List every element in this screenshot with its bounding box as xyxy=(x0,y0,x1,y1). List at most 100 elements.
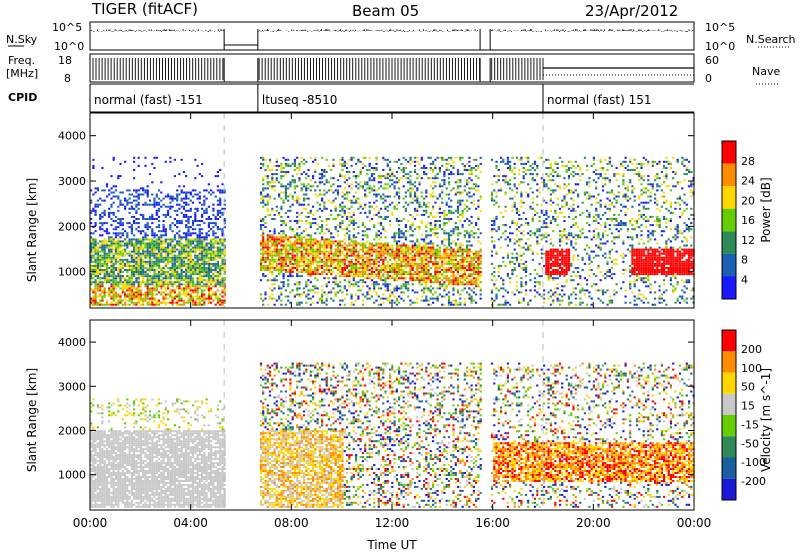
heatmap-cell xyxy=(176,193,179,196)
heatmap-cell xyxy=(345,254,349,257)
heatmap-cell xyxy=(359,289,362,292)
heatmap-cell xyxy=(133,264,136,267)
heatmap-cell xyxy=(305,269,308,271)
freq-tick-bottom: 8 xyxy=(64,72,71,85)
heatmap-cell xyxy=(92,267,95,269)
heatmap-cell xyxy=(441,201,444,204)
heatmap-cell xyxy=(268,260,272,263)
heatmap-cell xyxy=(461,256,464,259)
heatmap-cell xyxy=(402,283,405,286)
heatmap-cell xyxy=(128,277,131,280)
heatmap-cell xyxy=(96,301,99,304)
heatmap-cell xyxy=(171,240,174,243)
heatmap-cell xyxy=(198,252,201,255)
heatmap-cell xyxy=(321,169,324,171)
heatmap-cell xyxy=(268,254,272,257)
heatmap-cell xyxy=(137,256,140,259)
heatmap-cell xyxy=(219,303,222,306)
heatmap-cell xyxy=(173,197,176,200)
heatmap-cell xyxy=(94,287,97,290)
heatmap-cell xyxy=(153,205,156,208)
heatmap-cell xyxy=(173,260,176,263)
heatmap-cell xyxy=(436,269,439,271)
heatmap-cell xyxy=(420,238,423,241)
heatmap-cell xyxy=(364,273,367,276)
heatmap-cell xyxy=(90,299,93,302)
heatmap-cell xyxy=(312,248,315,251)
heatmap-cell xyxy=(395,273,398,276)
heatmap-cell xyxy=(268,248,272,251)
heatmap-cell xyxy=(105,277,109,280)
heatmap-cell xyxy=(461,162,464,165)
heatmap-cell xyxy=(350,220,353,222)
heatmap-cell xyxy=(194,271,197,273)
heatmap-cell xyxy=(167,273,170,276)
heatmap-cell xyxy=(96,275,99,278)
heatmap-cell xyxy=(441,303,444,306)
heatmap-cell xyxy=(176,209,179,212)
heatmap-cell xyxy=(205,211,208,214)
heatmap-cell xyxy=(336,256,340,259)
heatmap-cell xyxy=(194,299,197,302)
heatmap-cell xyxy=(296,173,299,176)
heatmap-cell xyxy=(382,248,385,251)
heatmap-cell xyxy=(393,287,396,290)
heatmap-cell xyxy=(404,191,407,194)
heatmap-cell xyxy=(375,213,378,216)
heatmap-cell xyxy=(176,213,179,216)
heatmap-cell xyxy=(355,271,358,273)
heatmap-cell xyxy=(345,246,349,249)
heatmap-cell xyxy=(130,228,133,231)
heatmap-cell xyxy=(160,291,163,294)
heatmap-cell xyxy=(289,291,292,294)
heatmap-cell xyxy=(139,238,142,241)
heatmap-cell xyxy=(339,244,342,247)
heatmap-cell xyxy=(187,297,190,300)
heatmap-cell xyxy=(198,273,201,276)
heatmap-cell xyxy=(391,244,394,247)
heatmap-cell xyxy=(336,254,340,257)
heatmap-cell xyxy=(402,205,405,208)
heatmap-cell xyxy=(146,228,149,231)
heatmap-cell xyxy=(266,246,269,249)
heatmap-cell xyxy=(137,195,140,198)
heatmap-cell xyxy=(339,250,342,253)
heatmap-cell xyxy=(357,297,360,300)
heatmap-cell xyxy=(445,279,448,282)
heatmap-cell xyxy=(386,195,389,198)
heatmap-cell xyxy=(92,295,95,298)
heatmap-cell xyxy=(114,287,118,290)
heatmap-cell xyxy=(432,277,435,280)
heatmap-cell xyxy=(373,224,376,227)
heatmap-cell xyxy=(325,264,328,267)
heatmap-cell xyxy=(389,267,392,269)
heatmap-cell xyxy=(309,244,312,247)
heatmap-cell xyxy=(434,185,437,188)
heatmap-cell xyxy=(391,269,394,271)
heatmap-cell xyxy=(441,260,444,263)
heatmap-cell xyxy=(461,260,464,263)
nsky-tick-top: 10^5 xyxy=(52,21,82,34)
heatmap-cell xyxy=(96,203,99,206)
heatmap-cell xyxy=(302,203,306,206)
heatmap-cell xyxy=(117,246,120,249)
heatmap-cell xyxy=(334,293,337,296)
heatmap-cell xyxy=(103,248,106,251)
heatmap-cell xyxy=(302,193,306,196)
heatmap-cell xyxy=(114,256,118,259)
nsky-label: N.Sky xyxy=(6,33,38,46)
heatmap-cell xyxy=(182,191,186,194)
heatmap-cell xyxy=(223,269,226,271)
heatmap-cell xyxy=(268,271,272,273)
heatmap-cell xyxy=(368,242,371,245)
heatmap-cell xyxy=(305,160,308,163)
heatmap-cell xyxy=(330,264,333,267)
heatmap-cell xyxy=(271,273,274,276)
heatmap-cell xyxy=(300,240,303,243)
heatmap-cell xyxy=(264,195,267,198)
heatmap-cell xyxy=(160,252,163,255)
heatmap-cell xyxy=(296,275,299,278)
heatmap-cell xyxy=(404,285,407,288)
heatmap-cell xyxy=(108,275,111,278)
heatmap-cell xyxy=(395,171,398,173)
